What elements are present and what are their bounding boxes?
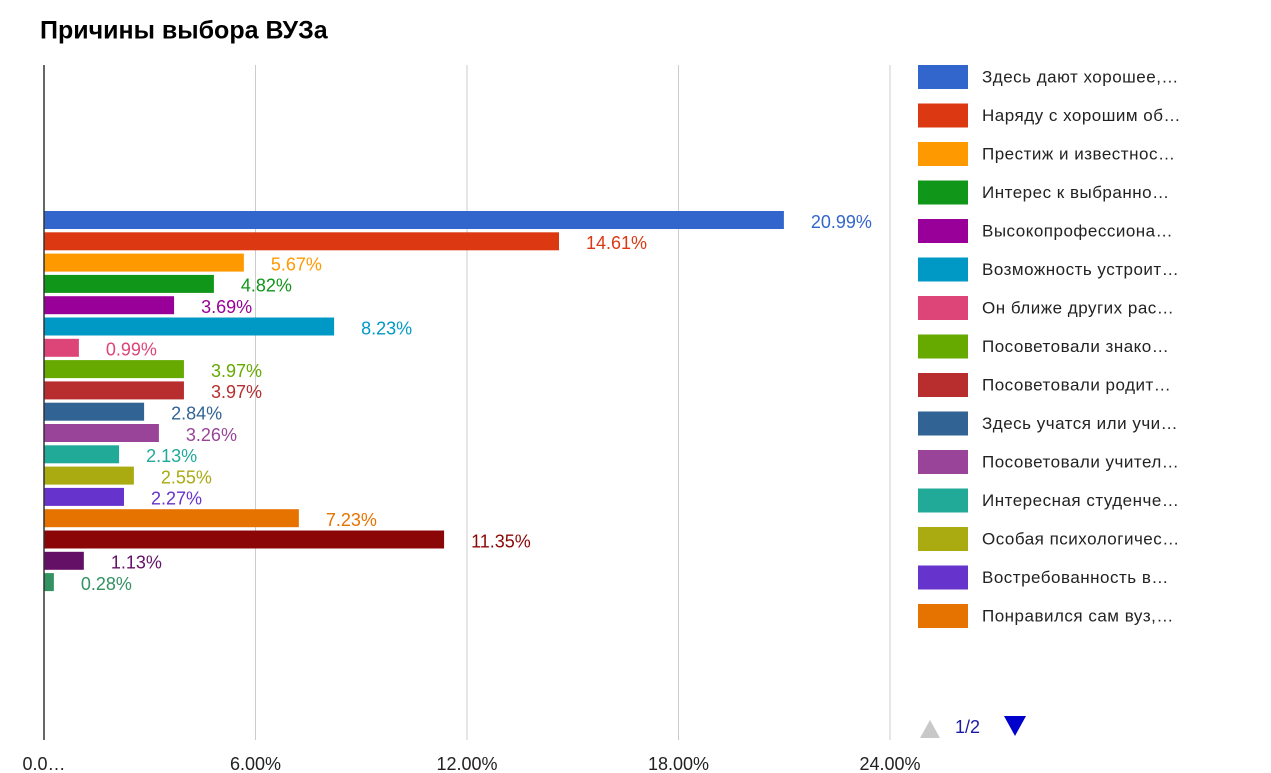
x-tick-label: 12.00% bbox=[436, 754, 497, 773]
legend-label: Возможность устроит… bbox=[982, 260, 1179, 279]
bar bbox=[44, 274, 214, 293]
legend-swatch bbox=[918, 65, 968, 89]
legend-label: Он ближе других рас… bbox=[982, 298, 1174, 317]
bar bbox=[44, 253, 244, 272]
legend-label: Посоветовали учител… bbox=[982, 452, 1179, 471]
x-tick-label: 6.00% bbox=[230, 754, 281, 773]
data-label: 1.13% bbox=[111, 553, 162, 573]
legend-label: Высокопрофессиона… bbox=[982, 221, 1173, 240]
legend-label: Востребованность в… bbox=[982, 568, 1169, 587]
bar bbox=[44, 466, 134, 485]
legend-label: Наряду с хорошим об… bbox=[982, 106, 1181, 125]
legend-swatch bbox=[918, 257, 968, 282]
bar bbox=[44, 530, 445, 549]
bar bbox=[44, 360, 184, 379]
data-label: 2.84% bbox=[171, 403, 222, 423]
bar bbox=[44, 573, 54, 592]
data-label: 2.13% bbox=[146, 446, 197, 466]
data-label: 2.27% bbox=[151, 489, 202, 509]
data-label: 0.99% bbox=[106, 340, 157, 360]
legend-label: Интересная студенче… bbox=[982, 491, 1179, 510]
legend-label: Здесь учатся или учи… bbox=[982, 414, 1178, 433]
legend-swatch bbox=[918, 565, 968, 590]
data-label: 4.82% bbox=[241, 276, 292, 296]
legend-swatch bbox=[918, 142, 968, 166]
legend-label: Интерес к выбранно… bbox=[982, 183, 1170, 202]
legend-swatch bbox=[918, 411, 968, 436]
data-label: 3.69% bbox=[201, 297, 252, 317]
data-label: 3.97% bbox=[211, 382, 262, 402]
legend-swatch bbox=[918, 180, 968, 205]
legend-swatch bbox=[918, 334, 968, 359]
legend-label: Особая психологичес… bbox=[982, 529, 1180, 548]
bar bbox=[44, 232, 560, 251]
data-label: 14.61% bbox=[586, 233, 647, 253]
chart-title: Причины выбора ВУЗа bbox=[40, 17, 329, 45]
data-label: 0.28% bbox=[81, 574, 132, 594]
bar bbox=[44, 551, 84, 570]
legend-swatch bbox=[918, 488, 968, 513]
x-tick-label: 18.00% bbox=[648, 754, 709, 773]
bar bbox=[44, 381, 184, 400]
legend-label: Посоветовали знако… bbox=[982, 337, 1169, 356]
bar bbox=[44, 424, 159, 442]
bar bbox=[44, 317, 335, 336]
bar bbox=[44, 509, 299, 528]
legend-swatch bbox=[918, 450, 968, 474]
data-label: 3.97% bbox=[211, 361, 262, 381]
legend-swatch bbox=[918, 527, 968, 551]
x-tick-label: 24.00% bbox=[859, 754, 920, 773]
legend-label: Посоветовали родит… bbox=[982, 375, 1171, 394]
x-tick-label: 0.0… bbox=[22, 754, 65, 773]
data-label: 8.23% bbox=[361, 318, 412, 338]
legend-label: Здесь дают хорошее,… bbox=[982, 67, 1179, 86]
legend-swatch bbox=[918, 103, 968, 128]
bar bbox=[44, 338, 79, 357]
legend-label: Престиж и известнос… bbox=[982, 144, 1175, 163]
bar bbox=[44, 487, 125, 506]
legend-swatch bbox=[918, 219, 968, 243]
legend-page: 1/2 bbox=[955, 717, 980, 737]
legend-prev[interactable] bbox=[920, 720, 940, 738]
legend-swatch bbox=[918, 604, 968, 628]
bar bbox=[44, 402, 145, 421]
data-label: 5.67% bbox=[271, 254, 322, 274]
legend-swatch bbox=[918, 296, 968, 320]
bar bbox=[44, 211, 784, 229]
data-label: 3.26% bbox=[186, 425, 237, 445]
bar bbox=[44, 445, 120, 464]
data-label: 11.35% bbox=[471, 531, 531, 551]
legend-label: Понравился сам вуз,… bbox=[982, 606, 1174, 625]
bar bbox=[44, 296, 175, 315]
data-label: 7.23% bbox=[326, 510, 377, 530]
legend-swatch bbox=[918, 373, 968, 397]
data-label: 2.55% bbox=[161, 467, 212, 487]
data-label: 20.99% bbox=[811, 212, 872, 232]
legend-next[interactable] bbox=[1004, 716, 1026, 736]
